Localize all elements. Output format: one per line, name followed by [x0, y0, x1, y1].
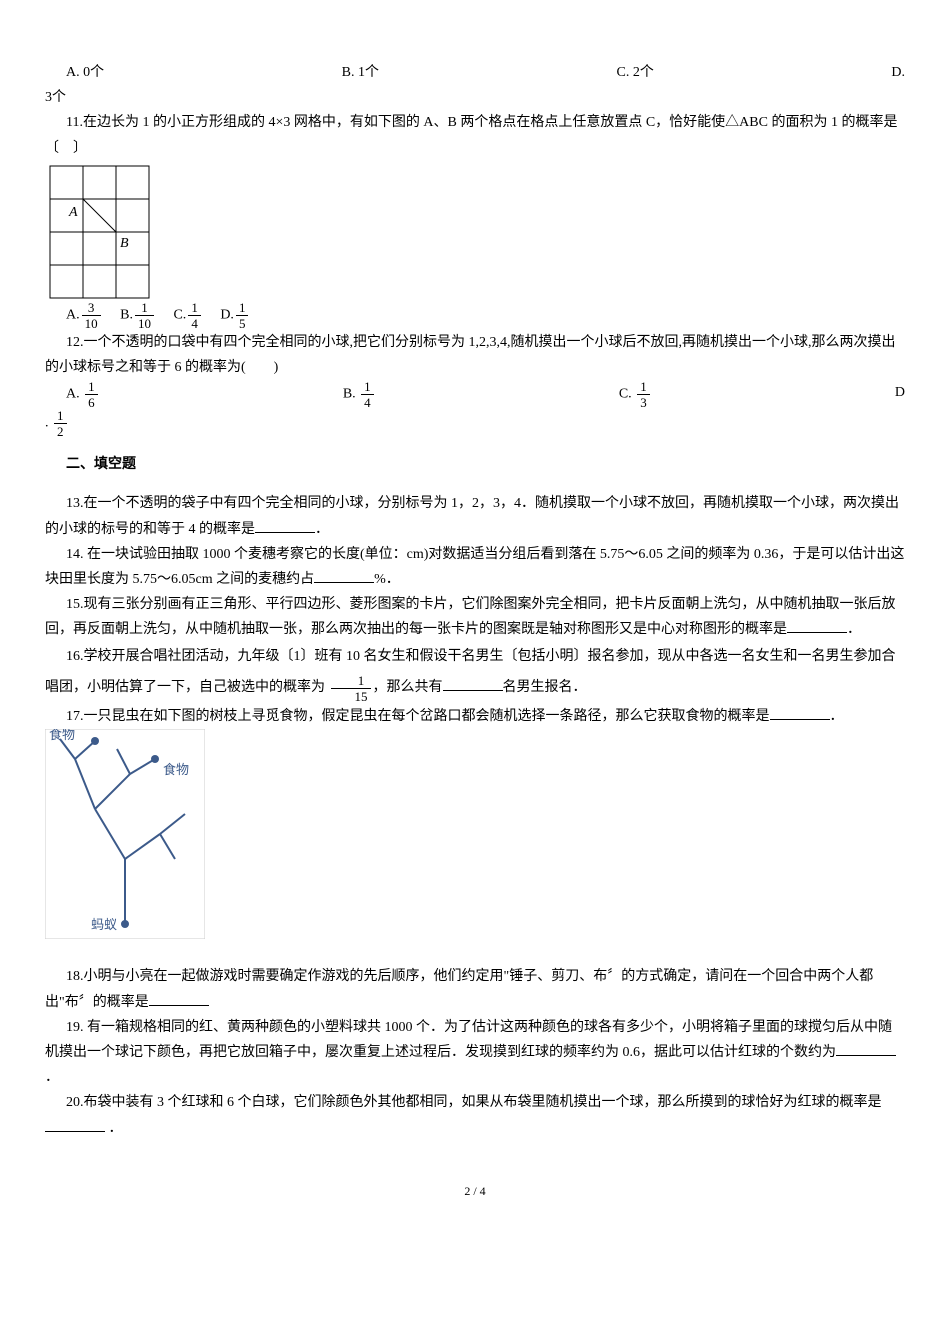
- q14-blank[interactable]: [314, 568, 374, 583]
- tree-food1-label: 食物: [49, 729, 75, 742]
- q12-options: A. 16 B. 14 C. 13 D: [45, 380, 905, 409]
- q19: 19. 有一箱规格相同的红、黄两种颜色的小塑料球共 1000 个．为了估计这两种…: [45, 1015, 905, 1091]
- q11-frac-a: 310: [82, 301, 101, 330]
- tree-food2-label: 食物: [163, 762, 189, 777]
- q14: 14. 在一块试验田抽取 1000 个麦穗考察它的长度(单位：cm)对数据适当分…: [45, 542, 905, 592]
- q12-opt-d: D: [895, 380, 905, 409]
- q11-frac-d: 15: [236, 301, 249, 330]
- q11-opt-d-label: D.: [220, 307, 234, 322]
- q15-blank[interactable]: [787, 618, 847, 633]
- q11-opt-a-label: A.: [66, 307, 80, 322]
- q10-opt-c: C. 2个: [617, 60, 654, 85]
- q11-grid-figure: A B: [45, 161, 155, 301]
- q16-frac: 115: [331, 674, 371, 703]
- q11-opt-c-label: C.: [173, 307, 186, 322]
- page-footer: 2 / 4: [45, 1181, 905, 1203]
- q13: 13.在一个不透明的袋子中有四个完全相同的小球，分别标号为 1，2，3，4．随机…: [45, 491, 905, 541]
- q16: 16.学校开展合唱社团活动，九年级〔1〕班有 10 名女生和假设干名男生〔包括小…: [45, 642, 905, 704]
- q11-text: 11.在边长为 1 的小正方形组成的 4×3 网格中，有如下图的 A、B 两个格…: [45, 110, 905, 160]
- q11-frac-b: 110: [135, 301, 154, 330]
- q10-opt-a: A. 0个: [66, 60, 104, 85]
- tree-ant-label: 蚂蚁: [91, 917, 117, 932]
- q10-opt-d: D.: [891, 60, 905, 85]
- q12-opt-b: B. 14: [343, 380, 376, 409]
- q11-label-a: A: [68, 205, 78, 220]
- q19-blank[interactable]: [836, 1041, 896, 1056]
- q10-d-cont: 3个: [45, 85, 905, 110]
- q12-text: 12.一个不透明的口袋中有四个完全相同的小球,把它们分别标号为 1,2,3,4,…: [45, 330, 905, 380]
- q20-blank[interactable]: [45, 1117, 105, 1132]
- section2-title: 二、填空题: [45, 452, 905, 477]
- q20: 20.布袋中装有 3 个红球和 6 个白球，它们除颜色外其他都相同，如果从布袋里…: [45, 1090, 905, 1140]
- q10-options: A. 0个 B. 1个 C. 2个 D.: [45, 60, 905, 85]
- q11-options: A.310 B.110 C.14 D.15: [45, 301, 905, 330]
- q12-opt-a: A. 16: [66, 380, 100, 409]
- q13-blank[interactable]: [255, 518, 315, 533]
- q11-frac-c: 14: [188, 301, 201, 330]
- q12-opt-d-cont: . 12: [45, 409, 905, 438]
- q18: 18.小明与小亮在一起做游戏时需要确定作游戏的先后顺序，他们约定用"锤子、剪刀、…: [45, 964, 905, 1014]
- q17-tree-figure: 食物 食物 蚂蚁: [45, 729, 205, 939]
- q16-blank[interactable]: [443, 676, 503, 691]
- q11-opt-b-label: B.: [120, 307, 133, 322]
- q12-opt-c: C. 13: [619, 380, 652, 409]
- q11-label-b: B: [120, 236, 129, 251]
- q17-blank[interactable]: [770, 705, 830, 720]
- q15: 15.现有三张分别画有正三角形、平行四边形、菱形图案的卡片，它们除图案外完全相同…: [45, 592, 905, 642]
- q17: 17.一只昆虫在如下图的树枝上寻觅食物，假定昆虫在每个岔路口都会随机选择一条路径…: [45, 704, 905, 729]
- q18-blank[interactable]: [149, 991, 209, 1006]
- q10-opt-b: B. 1个: [342, 60, 379, 85]
